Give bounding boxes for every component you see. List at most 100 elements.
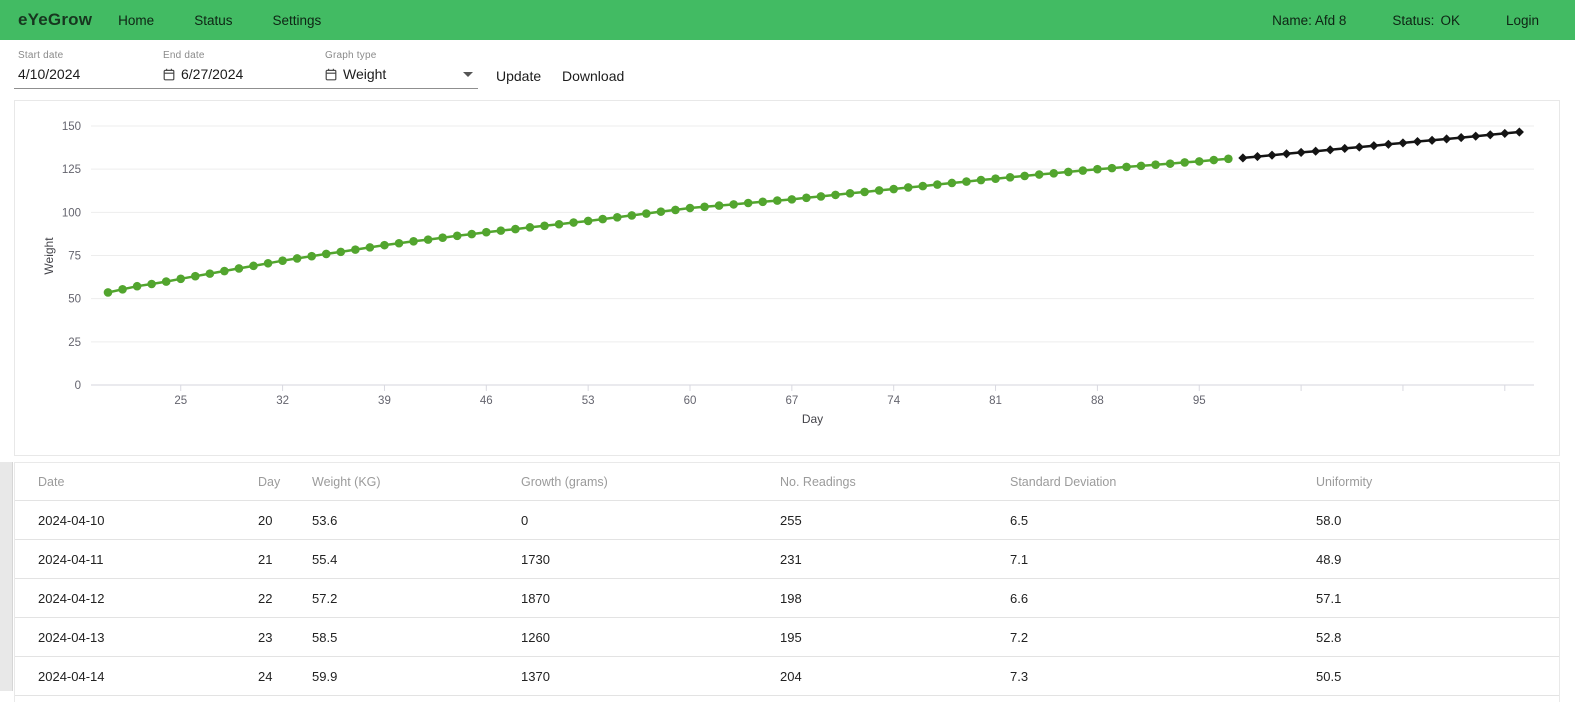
- svg-text:60: 60: [684, 395, 697, 407]
- table-cell: 52.8: [1316, 617, 1559, 657]
- column-header-1: Day: [258, 463, 312, 501]
- svg-text:39: 39: [378, 395, 391, 407]
- x-axis-title: Day: [802, 412, 823, 426]
- column-header-0: Date: [15, 463, 258, 501]
- app-header: eYeGrow Home Status Settings Name: Afd 8…: [0, 0, 1575, 40]
- fields-underline: [14, 88, 478, 89]
- table-cell: 198: [780, 578, 1010, 618]
- svg-text:125: 125: [62, 164, 81, 176]
- table-cell: 255: [780, 500, 1010, 540]
- table-cell: 48.9: [1316, 539, 1559, 579]
- svg-text:0: 0: [75, 380, 81, 392]
- nav-item-home[interactable]: Home: [118, 12, 155, 28]
- table-cell: 195: [780, 617, 1010, 657]
- table-cell: 231: [780, 539, 1010, 579]
- table-row: 2024-04-11 21 55.4 1730 231 7.1 48.9: [15, 539, 1559, 579]
- svg-text:25: 25: [68, 337, 81, 349]
- svg-text:150: 150: [62, 121, 81, 133]
- table-cell: 24: [258, 656, 312, 696]
- table-cell: 1730: [521, 539, 780, 579]
- table-cell: 22: [258, 578, 312, 618]
- table-cell: 1260: [521, 617, 780, 657]
- column-header-5: Standard Deviation: [1010, 463, 1316, 501]
- svg-text:75: 75: [68, 251, 81, 263]
- table-cell: 2024-04-14: [15, 656, 258, 696]
- start-date-input[interactable]: 4/10/2024: [18, 66, 81, 82]
- table-header-row: Date Day Weight (KG) Growth (grams) No. Read…: [15, 463, 1559, 501]
- weight-projected-series: [1238, 127, 1524, 163]
- status-label: Status:: [1392, 12, 1435, 28]
- table-cell: 2024-04-10: [15, 500, 258, 540]
- svg-text:100: 100: [62, 207, 81, 219]
- table-cell: 20: [258, 500, 312, 540]
- column-header-3: Growth (grams): [521, 463, 780, 501]
- table-cell: 2024-04-11: [15, 539, 258, 579]
- table-cell: 0: [521, 500, 780, 540]
- brand-logo: eYeGrow: [18, 10, 93, 29]
- table-cell: 7.3: [1010, 656, 1316, 696]
- end-date-label: End date: [163, 50, 205, 61]
- table-cell: 2024-04-13: [15, 617, 258, 657]
- table-cell: 57.2: [312, 578, 521, 618]
- start-date-label: Start date: [18, 50, 64, 61]
- table-cell: 58.5: [312, 617, 521, 657]
- table-cell: 58.0: [1316, 500, 1559, 540]
- download-button[interactable]: Download: [558, 66, 628, 86]
- table-cell: 7.2: [1010, 617, 1316, 657]
- svg-text:74: 74: [887, 395, 900, 407]
- table-row: 2024-04-12 22 57.2 1870 198 6.6 57.1: [15, 578, 1559, 618]
- svg-text:81: 81: [989, 395, 1002, 407]
- y-axis-title: Weight: [42, 237, 56, 275]
- status-indicator: Status: OK: [1392, 13, 1460, 28]
- column-header-6: Uniformity: [1316, 463, 1559, 501]
- svg-text:46: 46: [480, 395, 493, 407]
- login-button[interactable]: Login: [1505, 12, 1539, 28]
- table-cell: 55.4: [312, 539, 521, 579]
- header-right: Name: Afd 8 Status: OK Login: [1272, 13, 1539, 28]
- graph-type-label: Graph type: [325, 50, 377, 61]
- left-gutter: [0, 462, 13, 691]
- table-cell: 50.5: [1316, 656, 1559, 696]
- table-row: 2024-04-10 20 53.6 0 255 6.5 58.0: [15, 500, 1559, 540]
- svg-text:67: 67: [785, 395, 798, 407]
- graph-type-select[interactable]: Graph type Weight: [325, 50, 475, 82]
- chevron-down-icon[interactable]: [463, 72, 473, 77]
- readings-table-card: Date Day Weight (KG) Growth (grams) No. Read…: [14, 462, 1560, 702]
- nav-item-settings[interactable]: Settings: [272, 12, 322, 28]
- end-date-input[interactable]: 6/27/2024: [163, 66, 313, 82]
- table-cell: 6.5: [1010, 500, 1316, 540]
- update-button[interactable]: Update: [492, 66, 545, 86]
- graph-type-icon: [325, 68, 337, 80]
- status-value: OK: [1440, 12, 1460, 28]
- main-nav: Home Status Settings: [118, 13, 321, 28]
- calendar-icon: [163, 68, 175, 80]
- end-date-field[interactable]: End date 6/27/2024: [163, 50, 313, 82]
- nav-item-status[interactable]: Status: [194, 12, 233, 28]
- filter-bar: Start date 4/10/2024 End date 6/27/2024 …: [0, 40, 1575, 100]
- weight-chart-card: 0 25 50 75 100 125 150 25 32 39 46 53 60 67 74 81 88 95 Da…: [14, 100, 1560, 456]
- graph-type-value[interactable]: Weight: [325, 66, 475, 82]
- readings-table: Date Day Weight (KG) Growth (grams) No. Read…: [15, 463, 1559, 696]
- start-date-field[interactable]: Start date 4/10/2024: [18, 50, 158, 82]
- user-name-label: Name: Afd 8: [1272, 12, 1347, 28]
- table-cell: 23: [258, 617, 312, 657]
- table-row: 2024-04-14 24 59.9 1370 204 7.3 50.5: [15, 656, 1559, 696]
- svg-text:88: 88: [1091, 395, 1104, 407]
- table-cell: 7.1: [1010, 539, 1316, 579]
- table-cell: 57.1: [1316, 578, 1559, 618]
- svg-text:32: 32: [276, 395, 289, 407]
- table-cell: 2024-04-12: [15, 578, 258, 618]
- svg-text:25: 25: [174, 395, 187, 407]
- table-cell: 6.6: [1010, 578, 1316, 618]
- table-cell: 53.6: [312, 500, 521, 540]
- table-row: 2024-04-13 23 58.5 1260 195 7.2 52.8: [15, 617, 1559, 657]
- table-cell: 21: [258, 539, 312, 579]
- table-cell: 59.9: [312, 656, 521, 696]
- column-header-4: No. Readings: [780, 463, 1010, 501]
- column-header-2: Weight (KG): [312, 463, 521, 501]
- table-cell: 1370: [521, 656, 780, 696]
- weight-chart: 0 25 50 75 100 125 150 25 32 39 46 53 60 67 74 81 88 95 Da…: [42, 121, 1534, 426]
- table-cell: 204: [780, 656, 1010, 696]
- svg-text:53: 53: [582, 395, 595, 407]
- table-cell: 1870: [521, 578, 780, 618]
